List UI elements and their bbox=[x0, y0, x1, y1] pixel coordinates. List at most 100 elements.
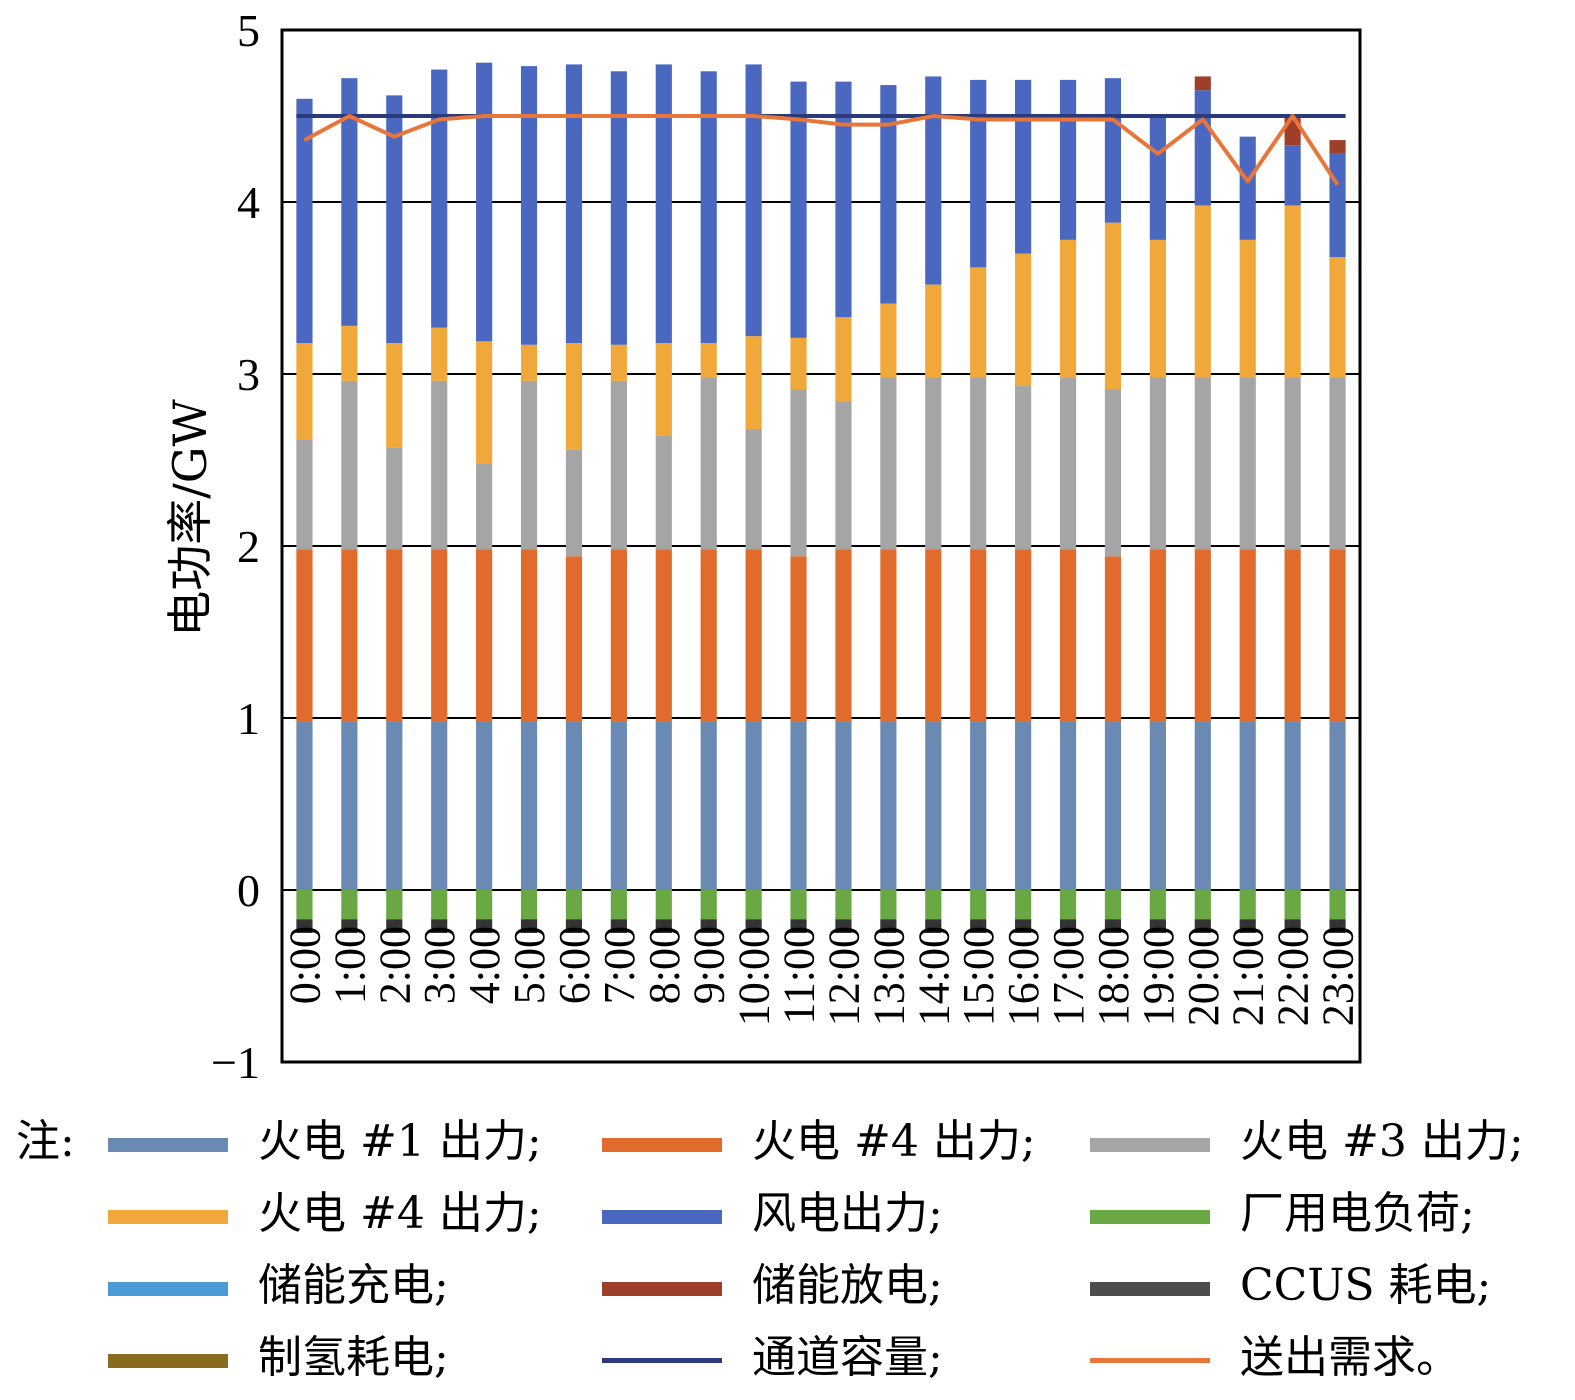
bar-stacks bbox=[296, 62, 1346, 933]
bar-segment bbox=[655, 890, 672, 920]
x-tick-label: 14:00 bbox=[909, 926, 958, 1026]
x-tick-label: 3:00 bbox=[415, 926, 464, 1004]
legend-label: 储能充电; bbox=[258, 1260, 449, 1311]
line-series bbox=[296, 114, 1346, 186]
legend-item: 储能充电; bbox=[108, 1258, 578, 1314]
bar-segment bbox=[610, 919, 627, 933]
bar-segment bbox=[925, 377, 942, 550]
bar-segment bbox=[1015, 721, 1032, 890]
bar-segment bbox=[386, 549, 403, 722]
bar-segment bbox=[790, 81, 807, 338]
bar-segment bbox=[1059, 79, 1077, 240]
bar-segment bbox=[386, 890, 403, 920]
bar-segment bbox=[1104, 721, 1122, 890]
bar-segment bbox=[341, 890, 358, 920]
bar-segment bbox=[1239, 721, 1256, 890]
bar-segment bbox=[880, 85, 897, 304]
bar-segment bbox=[431, 919, 448, 933]
bar-segment bbox=[520, 380, 538, 550]
legend-item: 通道容量; bbox=[602, 1330, 1072, 1386]
bar-segment bbox=[1194, 549, 1211, 722]
x-tick-labels: 0:001:002:003:004:005:006:007:008:009:00… bbox=[280, 926, 1362, 1026]
bar-segment bbox=[476, 549, 493, 722]
bar-segment bbox=[431, 69, 448, 328]
bar-segment bbox=[880, 549, 897, 722]
bar-segment bbox=[431, 327, 448, 381]
bar-segment bbox=[610, 890, 627, 920]
legend-label: CCUS 耗电; bbox=[1240, 1260, 1492, 1311]
bar-segment bbox=[341, 919, 358, 933]
bar-segment bbox=[1239, 549, 1256, 722]
legend-item: 火电 #3 出力; bbox=[1090, 1114, 1560, 1170]
bar-segment bbox=[970, 549, 987, 722]
bar-segment bbox=[700, 377, 717, 550]
bar-segment bbox=[1149, 890, 1166, 920]
bar-segment bbox=[745, 721, 762, 890]
bar-segment bbox=[880, 721, 897, 890]
bar-segment bbox=[1059, 239, 1077, 378]
bar-segment bbox=[565, 890, 583, 920]
bar-segment bbox=[1015, 386, 1032, 550]
bar-segment bbox=[1059, 549, 1077, 722]
bar-segment bbox=[476, 463, 493, 550]
x-tick-label: 15:00 bbox=[954, 926, 1003, 1026]
x-tick-label: 12:00 bbox=[819, 926, 868, 1026]
legend-swatch bbox=[602, 1282, 722, 1296]
bar-segment bbox=[565, 556, 583, 722]
bar-segment bbox=[790, 389, 807, 557]
bar-segment bbox=[341, 380, 358, 550]
bar-segment bbox=[520, 66, 538, 345]
bar-segment bbox=[1239, 136, 1256, 240]
bar-segment bbox=[655, 343, 672, 436]
y-tick-labels: −1 0 1 2 3 4 5 bbox=[211, 5, 260, 1088]
legend-item: 风电出力; bbox=[602, 1186, 1072, 1242]
bar-segment bbox=[296, 343, 313, 440]
bar-segment bbox=[1015, 919, 1032, 933]
bar-segment bbox=[1284, 377, 1301, 550]
bar-segment bbox=[880, 303, 897, 378]
bar-segment bbox=[1329, 257, 1346, 378]
bar-segment bbox=[745, 890, 762, 920]
bar-segment bbox=[520, 890, 538, 920]
bar-segment bbox=[386, 721, 403, 890]
legend-label: 火电 #4 出力; bbox=[258, 1188, 542, 1239]
y-tick-label: 3 bbox=[237, 349, 260, 400]
bar-segment bbox=[1149, 549, 1166, 722]
x-tick-label: 21:00 bbox=[1224, 926, 1273, 1026]
bar-segment bbox=[296, 919, 313, 933]
bar-segment bbox=[1284, 205, 1301, 378]
bar-segment bbox=[565, 343, 583, 450]
legend-label: 风电出力; bbox=[752, 1188, 943, 1239]
bar-segment bbox=[341, 78, 358, 326]
line-series-path bbox=[303, 114, 1340, 186]
bar-segment bbox=[1284, 549, 1301, 722]
x-tick-label: 19:00 bbox=[1134, 926, 1183, 1026]
legend-label: 火电 #3 出力; bbox=[1240, 1116, 1524, 1167]
bar-segment bbox=[745, 549, 762, 722]
legend-swatch bbox=[108, 1282, 228, 1296]
bar-segment bbox=[970, 919, 987, 933]
bar-segment bbox=[1239, 377, 1256, 550]
bar-segment bbox=[1059, 890, 1077, 920]
legend-swatch bbox=[1090, 1138, 1210, 1152]
x-tick-label: 13:00 bbox=[864, 926, 913, 1026]
bar-segment bbox=[970, 721, 987, 890]
bar-segment bbox=[655, 721, 672, 890]
bar-segment bbox=[700, 343, 717, 378]
y-axis-title: 电功率/GW bbox=[163, 399, 217, 637]
bar-segment bbox=[655, 435, 672, 550]
bar-segment bbox=[431, 890, 448, 920]
legend-swatch bbox=[108, 1354, 228, 1368]
bar-segment bbox=[835, 890, 852, 920]
bar-segment bbox=[655, 919, 672, 933]
bar-segment bbox=[1104, 222, 1122, 390]
bar-segment bbox=[1015, 890, 1032, 920]
bar-segment bbox=[296, 890, 313, 920]
bar-segment bbox=[1284, 721, 1301, 890]
bar-segment bbox=[610, 344, 627, 381]
bar-segment bbox=[925, 549, 942, 722]
bar-segment bbox=[296, 98, 313, 344]
bar-segment bbox=[1239, 239, 1256, 378]
x-tick-label: 6:00 bbox=[550, 926, 599, 1004]
bar-segment bbox=[431, 721, 448, 890]
